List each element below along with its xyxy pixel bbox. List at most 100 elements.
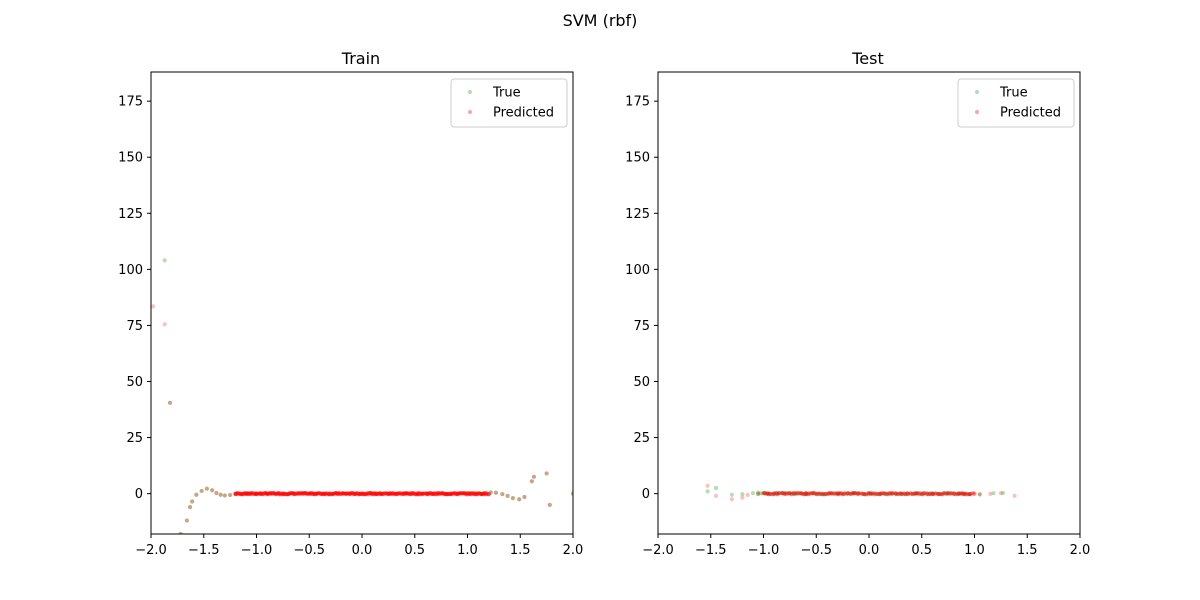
- test-predicted-point: [968, 491, 973, 497]
- train-predicted-point: [465, 490, 470, 496]
- train-xtick-label: 1.0: [457, 543, 478, 558]
- test-predicted-point: [786, 491, 791, 496]
- test-predicted-point: [806, 491, 812, 496]
- train-predicted-point: [423, 491, 428, 496]
- train-true-point: [194, 492, 199, 497]
- test-predicted-point: [912, 491, 917, 496]
- train-predicted-point: [284, 492, 289, 497]
- test-predicted-point: [875, 491, 880, 497]
- train-predicted-point: [473, 491, 478, 497]
- train-predicted-point: [440, 491, 445, 496]
- test-true-point: [705, 489, 710, 494]
- train-predicted-point: [369, 491, 374, 496]
- test-true-point: [896, 491, 901, 497]
- train-predicted-point: [320, 491, 326, 497]
- train-predicted-point: [450, 491, 455, 496]
- test-predicted-point: [905, 491, 910, 496]
- test-subplot: Test −2.0 −1.5 −1.0 −0.5 0.0 0.5 1.0 1.5 2.0 0 25 5…: [625, 49, 1090, 558]
- test-predicted-point: [832, 491, 838, 496]
- train-predicted-point: [403, 491, 409, 496]
- train-predicted-point: [410, 490, 416, 496]
- train-predicted-point: [410, 491, 415, 497]
- train-predicted-point: [311, 491, 316, 497]
- train-predicted-point: [395, 491, 400, 496]
- train-predicted-point: [282, 491, 287, 496]
- train-predicted-point: [167, 400, 173, 405]
- train-predicted-point: [298, 491, 303, 496]
- train-predicted-point: [357, 491, 363, 496]
- test-predicted-point: [850, 491, 855, 496]
- test-true-point: [799, 491, 804, 496]
- test-true-point: [908, 490, 913, 496]
- train-predicted-point: [248, 491, 253, 496]
- test-true-point: [929, 491, 935, 496]
- train-predicted-point: [461, 491, 466, 496]
- train-predicted-point: [309, 491, 314, 496]
- train-predicted-point: [290, 491, 295, 496]
- train-predicted-point: [343, 491, 348, 496]
- train-predicted-point: [444, 491, 449, 497]
- train-predicted-point: [431, 491, 436, 497]
- test-predicted-point: [988, 491, 993, 496]
- train-predicted-point: [517, 497, 522, 502]
- train-predicted-point: [340, 491, 345, 496]
- test-true-point: [811, 491, 816, 496]
- train-true-point: [167, 400, 173, 405]
- train-predicted-point: [332, 491, 337, 496]
- train-predicted-point: [239, 491, 245, 497]
- train-predicted-point: [261, 492, 266, 497]
- test-true-point: [1000, 490, 1006, 496]
- train-predicted-point: [425, 492, 430, 497]
- train-predicted-point: [331, 491, 337, 496]
- test-predicted-point: [827, 490, 832, 496]
- test-predicted-point: [896, 491, 901, 497]
- test-predicted-point: [798, 491, 804, 496]
- test-predicted-point: [825, 491, 830, 496]
- test-true-point: [847, 491, 853, 496]
- test-predicted-point: [713, 493, 719, 498]
- train-predicted-point: [374, 491, 379, 497]
- train-predicted-point: [233, 491, 238, 497]
- test-predicted-point: [913, 491, 918, 496]
- test-predicted-point: [772, 491, 777, 496]
- train-true-point: [233, 491, 238, 497]
- train-predicted-point: [449, 491, 454, 496]
- test-true-point: [854, 490, 859, 496]
- test-ytick-label: 150: [625, 151, 650, 166]
- train-predicted-point: [393, 491, 398, 497]
- train-predicted-point: [398, 491, 403, 496]
- test-true-point: [829, 491, 834, 496]
- train-predicted-point: [425, 491, 430, 496]
- train-predicted-point: [385, 491, 390, 497]
- train-predicted-point: [272, 491, 277, 496]
- test-true-point: [881, 491, 886, 496]
- test-predicted-point: [766, 492, 771, 497]
- train-predicted-point: [284, 492, 289, 497]
- test-predicted-point: [949, 491, 954, 496]
- test-predicted-point: [958, 491, 963, 496]
- train-predicted-point: [363, 492, 368, 497]
- train-predicted-point: [364, 491, 370, 496]
- train-xtick-label: −1.0: [241, 543, 273, 558]
- train-true-point: [493, 490, 499, 495]
- train-predicted-point: [453, 491, 458, 496]
- test-predicted-point: [961, 491, 966, 496]
- train-predicted-point: [457, 491, 462, 496]
- train-predicted-point: [444, 491, 450, 497]
- train-true-point: [517, 497, 522, 502]
- test-predicted-point: [955, 491, 960, 496]
- test-predicted-point: [930, 491, 935, 497]
- train-predicted-point: [250, 491, 255, 496]
- train-predicted-point: [333, 490, 338, 496]
- train-predicted-point: [280, 492, 286, 497]
- test-true-point: [803, 491, 808, 496]
- train-predicted-point: [275, 491, 280, 496]
- train-predicted-point: [249, 490, 254, 496]
- train-true-point: [184, 518, 189, 523]
- figure-title: SVM (rbf): [563, 11, 638, 30]
- train-predicted-point: [346, 491, 352, 496]
- test-ytick-label: 50: [633, 375, 650, 390]
- train-predicted-point: [373, 491, 379, 496]
- train-predicted-point: [427, 491, 433, 496]
- train-predicted-point: [435, 491, 441, 497]
